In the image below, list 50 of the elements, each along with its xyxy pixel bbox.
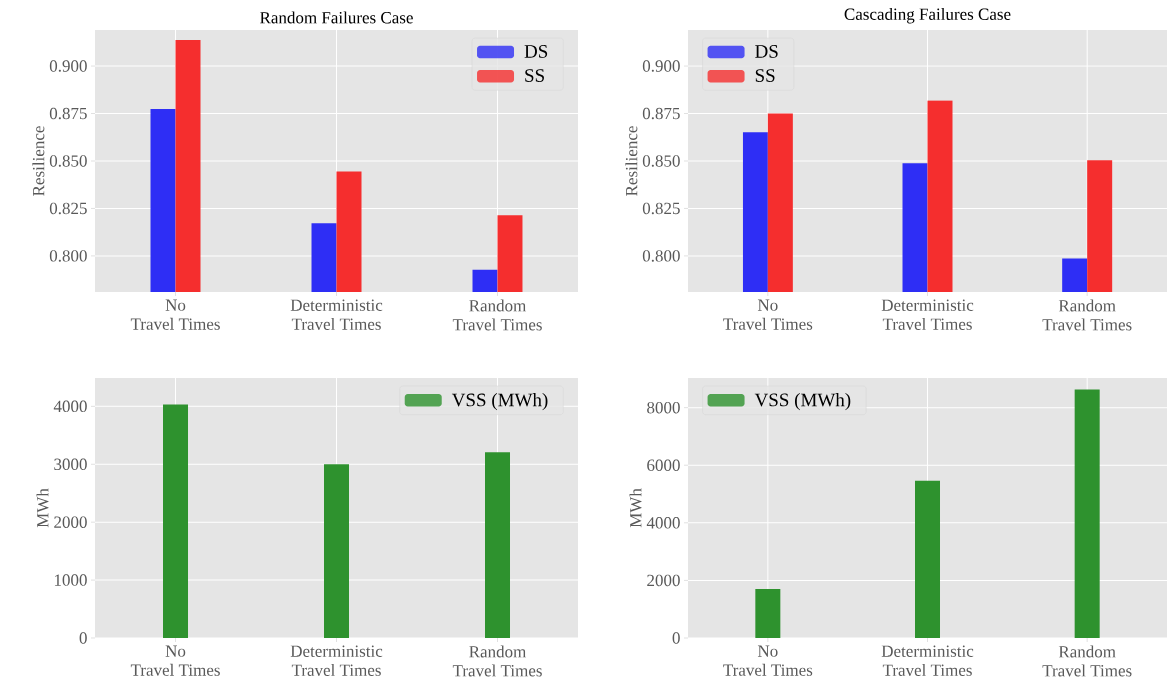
y-tick-label: 0.875 <box>49 107 87 120</box>
x-tick-label: Deterministic Travel Times <box>290 645 383 676</box>
chart-title: Cascading Failures Case <box>844 7 1011 24</box>
y-axis-title: Resilience <box>32 126 45 196</box>
bar <box>1074 389 1100 638</box>
y-tick-label: 0.900 <box>49 60 87 72</box>
y-tick-label: 0.800 <box>642 250 680 262</box>
y-tick-label: 0 <box>79 632 87 644</box>
y-tick-label: 0.825 <box>49 202 87 215</box>
y-axis-title: Resilience <box>625 126 638 196</box>
y-tick-label: 2000 <box>647 574 680 587</box>
x-tick-label: No Travel Times <box>130 299 220 330</box>
y-tick-label: 8000 <box>647 401 680 414</box>
x-tick-label: No Travel Times <box>130 645 220 676</box>
x-tick-label: Random Travel Times <box>452 645 542 677</box>
y-tick-label: 4000 <box>646 517 680 529</box>
y-tick-label: 2000 <box>54 516 87 528</box>
y-tick-label: 0 <box>672 632 680 644</box>
y-tick-label: 0.800 <box>49 250 87 262</box>
x-tick-label: Random Travel Times <box>1042 299 1132 331</box>
y-axis-title: MWh <box>629 488 642 528</box>
y-tick-label: 0.850 <box>49 155 87 167</box>
bar <box>755 589 781 638</box>
bar <box>163 404 189 638</box>
y-tick-label: 0.850 <box>642 155 680 167</box>
y-tick-label: 1000 <box>54 574 87 586</box>
legend-label: SS <box>755 69 775 82</box>
x-tick-label: Deterministic Travel Times <box>881 645 974 676</box>
x-tick-label: Deterministic Travel Times <box>881 299 974 330</box>
bar <box>485 452 510 638</box>
x-tick-label: Random Travel Times <box>452 299 542 331</box>
legend-label: DS <box>755 45 778 58</box>
legend-label: SS <box>525 69 544 82</box>
y-tick-label: 0.825 <box>642 202 680 215</box>
legend-label: VSS (MWh) <box>451 393 548 411</box>
chart-title: Random Failures Case <box>260 11 413 24</box>
x-tick-label: Random Travel Times <box>1042 645 1132 677</box>
x-tick-label: No Travel Times <box>723 299 813 330</box>
y-tick-label: 6000 <box>647 459 680 471</box>
y-tick-label: 0.875 <box>642 107 680 120</box>
bar <box>915 480 941 638</box>
x-tick-label: No Travel Times <box>723 645 813 676</box>
legend-label: VSS (MWh) <box>754 392 851 411</box>
y-tick-label: 3000 <box>54 458 87 471</box>
x-tick-label: Deterministic Travel Times <box>290 299 383 330</box>
legend-label: DS <box>524 45 548 58</box>
y-tick-label: 0.900 <box>642 60 680 72</box>
bar <box>324 464 350 638</box>
y-tick-label: 4000 <box>53 400 87 413</box>
y-axis-title: MWh <box>36 488 49 528</box>
